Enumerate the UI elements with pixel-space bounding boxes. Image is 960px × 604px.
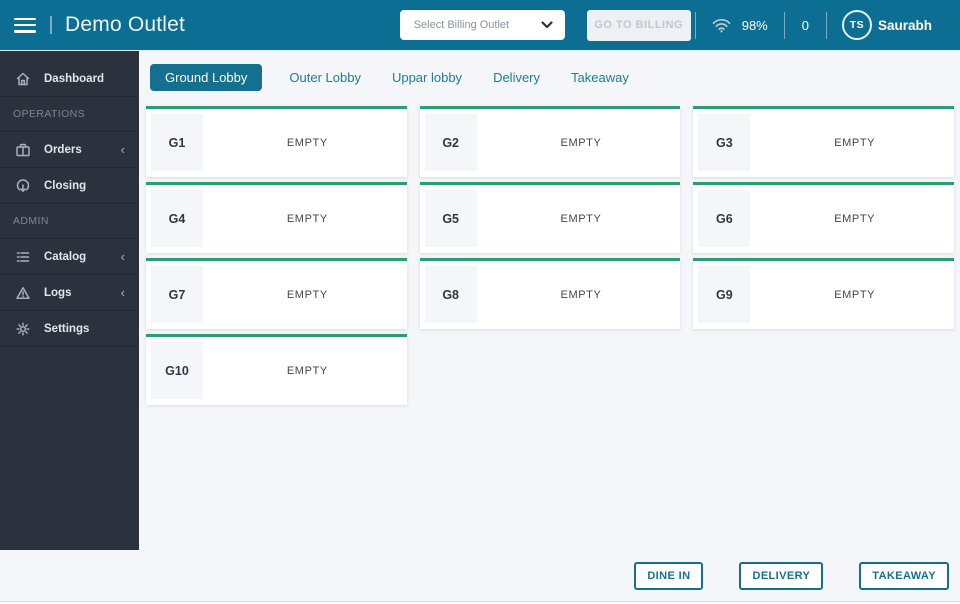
takeaway-button[interactable]: TAKEAWAY (859, 562, 949, 590)
cloud-download-icon (15, 178, 31, 194)
tab-uppar-lobby[interactable]: Uppar lobby (391, 70, 463, 85)
delivery-button[interactable]: DELIVERY (739, 562, 824, 590)
tab-outer-lobby[interactable]: Outer Lobby (289, 70, 361, 85)
table-id: G3 (698, 114, 751, 171)
table-id: G5 (424, 190, 477, 247)
table-card-g2[interactable]: G2 EMPTY (419, 106, 681, 177)
dine-in-button[interactable]: DINE IN (634, 562, 704, 590)
wifi-strength-value: 98% (741, 17, 768, 33)
table-status: EMPTY (834, 137, 876, 149)
header-divider (50, 16, 52, 34)
header-divider (825, 11, 827, 39)
header-divider (783, 11, 785, 39)
table-id: G8 (424, 266, 477, 323)
sidebar-nav: Dashboard OPERATIONS Orders ‹ Closing AD… (0, 51, 139, 550)
table-card-g10[interactable]: G10 EMPTY (146, 334, 407, 405)
sidebar-item-label: Logs (44, 286, 72, 299)
home-icon (15, 71, 31, 87)
table-status: EMPTY (560, 289, 602, 301)
sidebar-section-label: OPERATIONS (13, 108, 86, 120)
table-card-g1[interactable]: G1 EMPTY (146, 106, 407, 177)
sidebar-section-label: ADMIN (13, 215, 49, 227)
sidebar-item-closing[interactable]: Closing (0, 168, 139, 204)
table-id: G6 (698, 190, 751, 247)
table-card-g7[interactable]: G7 EMPTY (146, 258, 407, 329)
table-status: EMPTY (286, 289, 328, 301)
table-status: EMPTY (286, 365, 328, 377)
sidebar-item-dashboard[interactable]: Dashboard (0, 61, 139, 97)
warning-icon (15, 285, 31, 301)
go-to-billing-button[interactable]: GO TO BILLING (586, 9, 691, 41)
chevron-left-icon: ‹ (120, 285, 125, 300)
main-content: Ground Lobby Outer Lobby Uppar lobby Del… (139, 51, 960, 604)
table-id: G10 (151, 342, 203, 399)
table-id: G7 (151, 266, 203, 323)
tab-takeaway[interactable]: Takeaway (571, 70, 629, 85)
chevron-down-icon (541, 21, 553, 29)
table-status: EMPTY (560, 213, 602, 225)
gear-icon (15, 321, 31, 337)
sidebar-item-catalog[interactable]: Catalog ‹ (0, 239, 139, 275)
table-card-g5[interactable]: G5 EMPTY (419, 182, 681, 253)
sidebar-item-label: Orders (44, 143, 82, 156)
sidebar-item-label: Closing (44, 179, 87, 192)
page-title: Demo Outlet (65, 13, 186, 36)
tab-delivery[interactable]: Delivery (493, 70, 541, 85)
header-divider (694, 11, 696, 39)
briefcase-icon (15, 142, 31, 158)
table-status: EMPTY (286, 213, 328, 225)
tab-ground-lobby[interactable]: Ground Lobby (150, 64, 263, 91)
table-status: EMPTY (834, 289, 876, 301)
hamburger-menu-icon[interactable] (14, 17, 36, 33)
sidebar-section-operations: OPERATIONS (0, 97, 139, 132)
sidebar-item-orders[interactable]: Orders ‹ (0, 132, 139, 168)
chevron-left-icon: ‹ (120, 249, 125, 264)
sidebar-item-logs[interactable]: Logs ‹ (0, 275, 139, 311)
sidebar-item-label: Dashboard (44, 72, 105, 85)
sidebar-section-admin: ADMIN (0, 204, 139, 239)
floor-tabs: Ground Lobby Outer Lobby Uppar lobby Del… (139, 51, 960, 91)
table-card-g3[interactable]: G3 EMPTY (693, 106, 954, 177)
table-id: G2 (424, 114, 477, 171)
user-avatar[interactable]: TS (841, 10, 872, 40)
pending-count: 0 (801, 17, 809, 33)
table-card-g6[interactable]: G6 EMPTY (693, 182, 954, 253)
sidebar-item-settings[interactable]: Settings (0, 311, 139, 347)
table-id: G1 (151, 114, 203, 171)
bottom-border (0, 601, 960, 604)
table-card-g4[interactable]: G4 EMPTY (146, 182, 407, 253)
table-grid: G1 EMPTY G2 EMPTY G3 EMPTY G4 EMPTY G5 E… (139, 91, 960, 405)
chevron-left-icon: ‹ (120, 142, 125, 157)
wifi-icon (712, 19, 731, 33)
table-card-g8[interactable]: G8 EMPTY (419, 258, 681, 329)
table-id: G4 (151, 190, 203, 247)
sidebar-item-label: Catalog (44, 250, 87, 263)
order-type-buttons: DINE IN DELIVERY TAKEAWAY (634, 562, 949, 590)
billing-outlet-select[interactable]: Select Billing Outlet (399, 10, 565, 40)
table-card-g9[interactable]: G9 EMPTY (693, 258, 954, 329)
top-header: Demo Outlet Select Billing Outlet GO TO … (0, 0, 960, 51)
user-name: Saurabh (877, 17, 932, 33)
table-status: EMPTY (286, 137, 328, 149)
table-id: G9 (698, 266, 751, 323)
sidebar-item-label: Settings (44, 322, 90, 335)
table-status: EMPTY (560, 137, 602, 149)
table-status: EMPTY (834, 213, 876, 225)
list-icon (15, 249, 31, 265)
billing-outlet-select-value: Select Billing Outlet (413, 19, 510, 31)
